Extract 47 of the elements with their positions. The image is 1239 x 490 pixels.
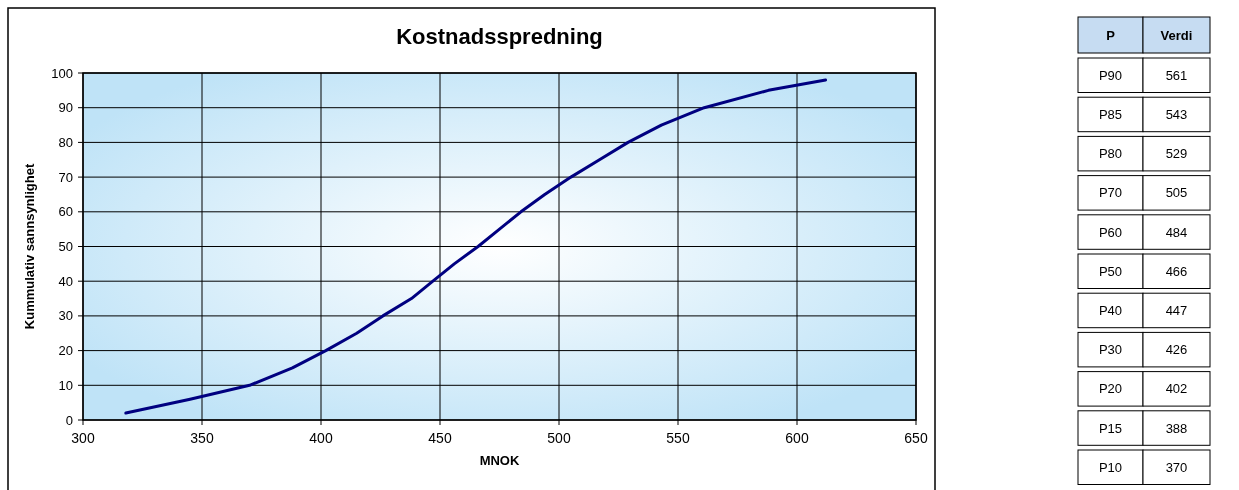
category-label: P30 (1098, 342, 1123, 358)
category-label: P70 (1098, 185, 1123, 201)
y-tick-label: 0 (65, 412, 73, 428)
category-label: P85 (1098, 107, 1123, 122)
data-label: 447 (1165, 303, 1188, 318)
x-tick-label: 650 (904, 430, 928, 446)
text: P (1106, 27, 1116, 43)
data-label: 484 (1165, 224, 1188, 240)
line-series (124, 78, 828, 415)
y-tick-label: 90 (58, 100, 73, 116)
x-axis-title: MNOK (479, 453, 520, 468)
category-label: P15 (1098, 420, 1123, 436)
y-tick-label: 80 (58, 134, 73, 150)
category-label: P40 (1098, 303, 1123, 318)
category-label: P80 (1098, 146, 1123, 162)
y-tick-label: 20 (58, 343, 73, 359)
data-label: 402 (1165, 381, 1188, 397)
category-label: P10 (1098, 459, 1123, 475)
y-tick-label: 50 (58, 239, 73, 255)
x-tick-label: 400 (309, 430, 333, 446)
y-tick-label: 40 (58, 273, 73, 289)
y-tick-label: 30 (58, 308, 73, 324)
x-tick-label: 450 (428, 430, 452, 446)
data-label: 466 (1165, 263, 1188, 279)
data-label: 426 (1165, 342, 1188, 358)
category-label: P90 (1098, 67, 1123, 83)
category-label: P20 (1098, 381, 1123, 397)
chart-title: Kostnadsspredning (396, 24, 603, 49)
y-tick-label: 100 (51, 65, 73, 81)
y-tick-label: 60 (58, 204, 73, 220)
data-label: 529 (1165, 146, 1188, 162)
data-label: 370 (1165, 459, 1188, 475)
y-tick-label: 10 (58, 377, 73, 393)
x-tick-label: 500 (547, 430, 571, 446)
x-tick-label: 600 (785, 430, 809, 446)
data-label: 505 (1165, 185, 1188, 201)
category-label: P50 (1098, 263, 1123, 279)
data-label: 388 (1165, 420, 1188, 436)
data-label: 543 (1165, 107, 1188, 122)
x-tick-label: 300 (71, 430, 95, 446)
y-axis-title: Kummulativ sannsynlighet (22, 163, 37, 330)
category-label: P60 (1098, 224, 1123, 240)
text: Verdi (1160, 27, 1193, 43)
data-label: 561 (1165, 67, 1188, 83)
x-tick-label: 350 (190, 430, 214, 446)
y-tick-label: 70 (58, 169, 73, 185)
x-tick-label: 550 (666, 430, 690, 446)
